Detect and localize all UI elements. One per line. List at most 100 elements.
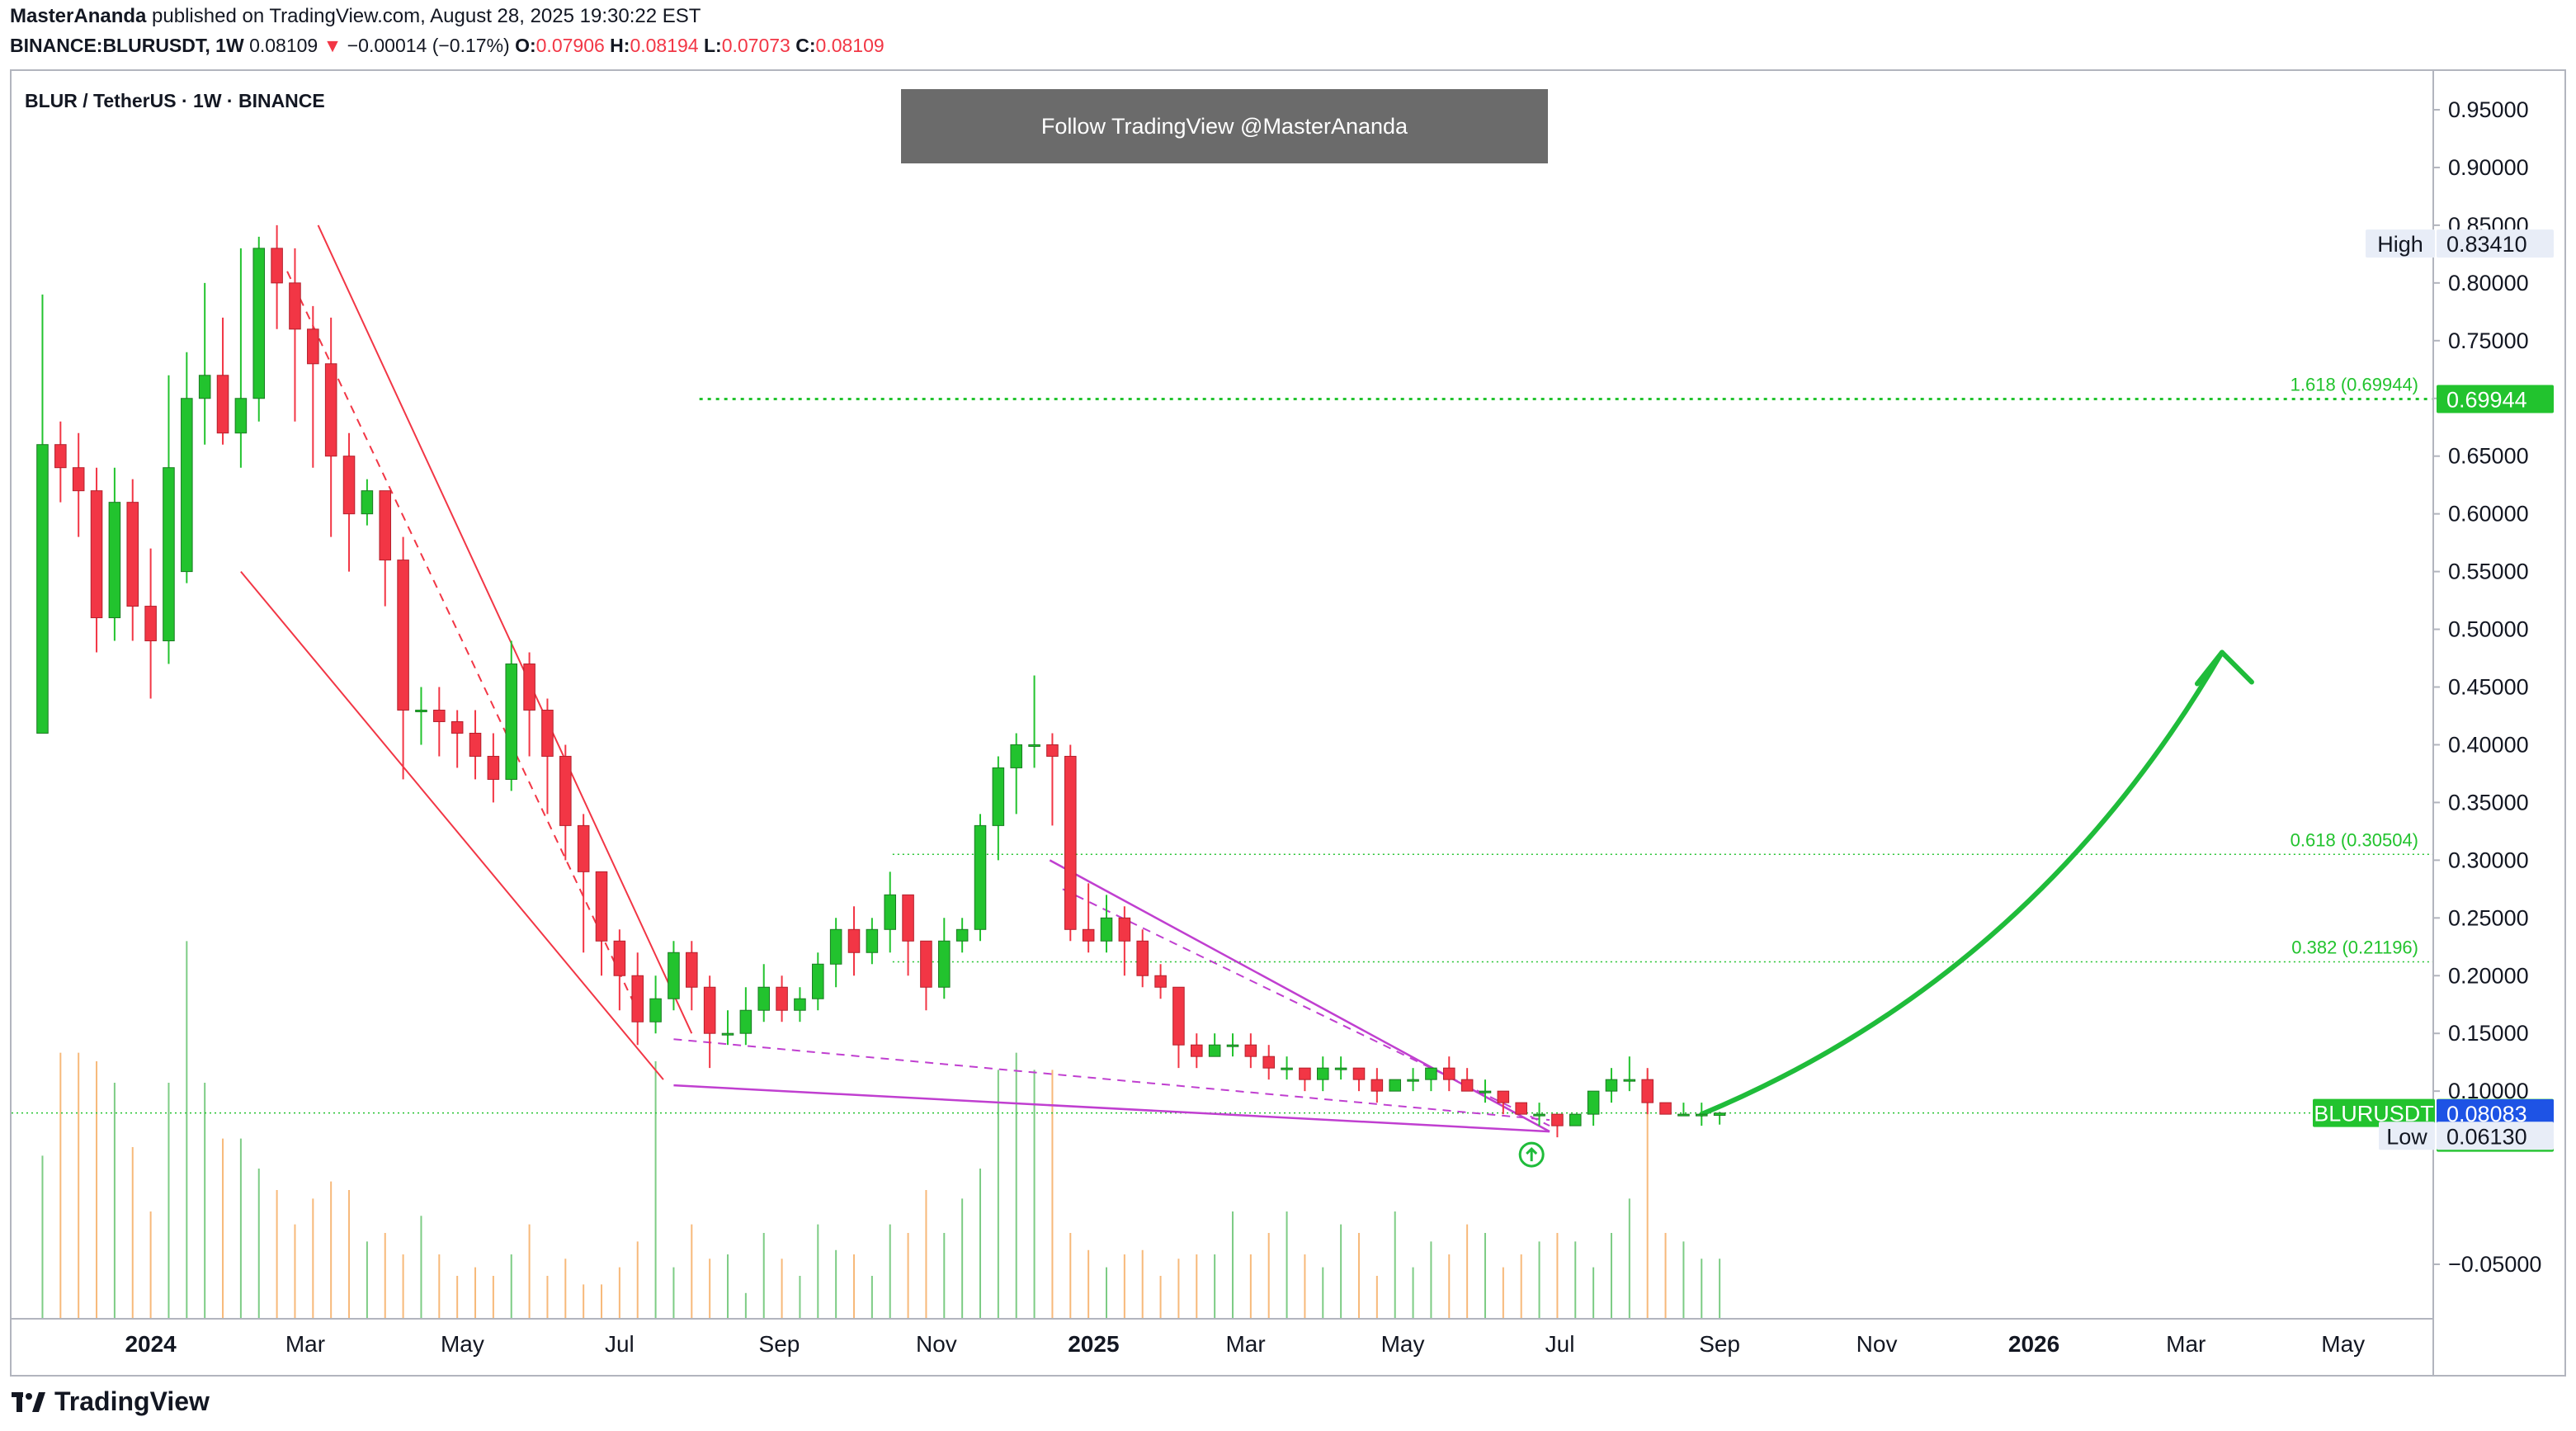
trend-drawings[interactable] (240, 224, 2254, 1168)
footer-brand[interactable]: TradingView (12, 1386, 210, 1417)
candle[interactable] (36, 444, 49, 734)
follow-banner[interactable]: Follow TradingView @MasterAnanda (901, 89, 1548, 163)
candle[interactable] (559, 755, 572, 826)
candle[interactable] (1028, 744, 1040, 747)
channel-midline[interactable] (286, 271, 644, 1022)
candle[interactable] (433, 709, 446, 722)
candle[interactable] (234, 398, 248, 434)
candle[interactable] (1046, 744, 1059, 757)
candle[interactable] (1497, 1090, 1510, 1103)
candle[interactable] (668, 952, 680, 999)
candle[interactable] (866, 928, 879, 953)
candle[interactable] (1226, 1044, 1239, 1047)
candle[interactable] (216, 375, 229, 434)
candle[interactable] (1064, 755, 1077, 930)
wedge-midline[interactable] (1062, 888, 1550, 1127)
candle[interactable] (469, 732, 482, 757)
candle[interactable] (1334, 1067, 1347, 1070)
candle[interactable] (686, 952, 698, 988)
chart-frame[interactable]: 1.618 (0.69944) 0.618 (0.30504) 0.382 (0.2… (10, 69, 2566, 1377)
candle[interactable] (1299, 1067, 1311, 1080)
candle[interactable] (451, 720, 464, 734)
candle[interactable] (1136, 940, 1149, 976)
candle[interactable] (631, 975, 644, 1022)
candle[interactable] (1677, 1113, 1690, 1117)
candle[interactable] (54, 444, 67, 469)
candle[interactable] (1191, 1044, 1203, 1057)
candle[interactable] (342, 456, 356, 515)
wedge-line[interactable] (1049, 859, 1550, 1133)
candle[interactable] (1479, 1090, 1492, 1093)
candle[interactable] (1442, 1067, 1455, 1080)
candle[interactable] (1352, 1067, 1366, 1080)
target-arrow-curve[interactable] (1699, 649, 2225, 1117)
candle[interactable] (1425, 1067, 1437, 1080)
candle[interactable] (1407, 1079, 1419, 1082)
candle[interactable] (289, 282, 301, 330)
candle[interactable] (1244, 1044, 1257, 1057)
candle[interactable] (505, 664, 518, 780)
candle[interactable] (649, 998, 662, 1022)
candle[interactable] (397, 560, 409, 711)
candle[interactable] (703, 986, 716, 1034)
candle[interactable] (541, 709, 554, 757)
candle[interactable] (613, 940, 626, 976)
candle[interactable] (1587, 1090, 1600, 1115)
candle[interactable] (90, 490, 103, 619)
candle[interactable] (1100, 917, 1113, 942)
candle[interactable] (1695, 1113, 1708, 1117)
candle[interactable] (1316, 1067, 1329, 1080)
candle[interactable] (974, 824, 987, 930)
candle[interactable] (181, 398, 193, 573)
candle[interactable] (487, 755, 500, 780)
candle[interactable] (1010, 744, 1022, 768)
candle[interactable] (144, 606, 157, 642)
channel-line[interactable] (240, 570, 664, 1080)
candle[interactable] (884, 894, 896, 930)
candle[interactable] (920, 940, 932, 988)
candle[interactable] (1713, 1112, 1726, 1117)
candle[interactable] (829, 928, 842, 965)
candle[interactable] (1569, 1113, 1582, 1126)
price-axis[interactable]: 0.950000.900000.850000.800000.750000.700… (2432, 71, 2541, 1375)
candle[interactable] (1262, 1056, 1275, 1069)
candle[interactable] (577, 824, 590, 872)
channel-line[interactable] (317, 224, 693, 1034)
candle[interactable] (794, 998, 806, 1011)
candle[interactable] (739, 1009, 753, 1034)
time-axis[interactable]: 2024 Mar May Jul Sep Nov 2025 Mar May Jul Sep Nov 20… (12, 1318, 2433, 1357)
candle[interactable] (1118, 917, 1131, 942)
candle[interactable] (198, 375, 211, 399)
candle[interactable] (1641, 1079, 1654, 1103)
wedge-midline[interactable] (673, 1038, 1550, 1122)
candle[interactable] (379, 490, 392, 561)
candle[interactable] (955, 928, 969, 942)
candle[interactable] (902, 894, 914, 942)
candle[interactable] (126, 502, 139, 607)
candle[interactable] (415, 709, 427, 712)
candle[interactable] (595, 871, 608, 942)
candle[interactable] (847, 928, 861, 953)
candle[interactable] (757, 986, 770, 1011)
candle[interactable] (361, 490, 374, 515)
candle[interactable] (271, 248, 283, 284)
candle[interactable] (992, 767, 1005, 826)
candle[interactable] (307, 328, 319, 365)
candle[interactable] (523, 664, 535, 711)
candle[interactable] (1605, 1079, 1618, 1092)
candle[interactable] (1154, 975, 1167, 988)
candle[interactable] (1389, 1079, 1401, 1092)
candle[interactable] (1371, 1079, 1384, 1092)
candle[interactable] (776, 986, 788, 1011)
candle[interactable] (938, 940, 951, 988)
candle[interactable] (108, 502, 121, 619)
author-name[interactable]: MasterAnanda (10, 5, 147, 27)
candle[interactable] (812, 963, 824, 999)
candle[interactable] (1281, 1067, 1293, 1070)
candle[interactable] (1551, 1113, 1564, 1126)
candle[interactable] (1623, 1079, 1636, 1082)
candle[interactable] (1208, 1044, 1221, 1057)
wedge-line[interactable] (673, 1084, 1550, 1133)
candles[interactable] (36, 224, 1726, 1138)
candle[interactable] (1460, 1079, 1474, 1092)
